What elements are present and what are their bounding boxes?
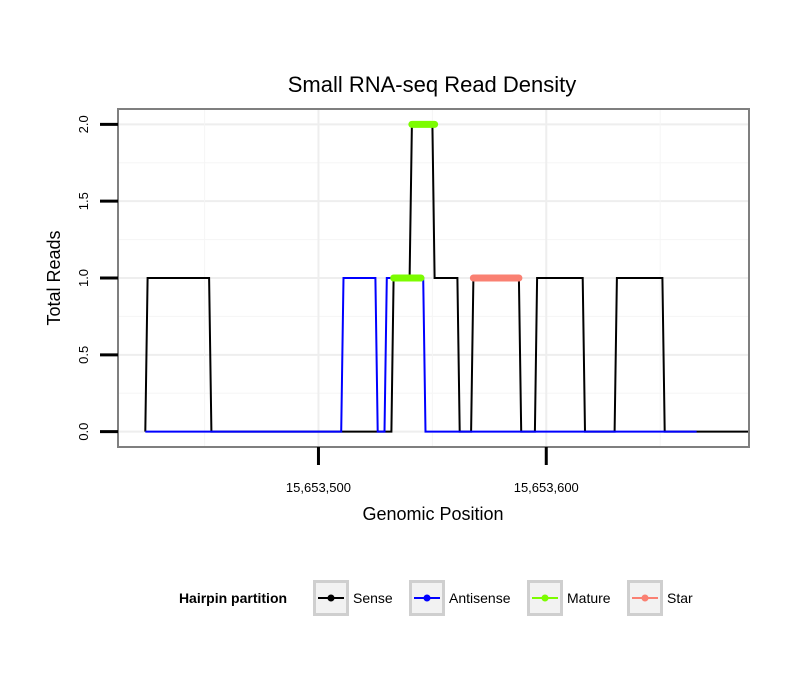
legend-key-mature-dot	[541, 594, 549, 602]
legend-label-star: Star	[667, 590, 693, 606]
y-tick-label: 0.5	[76, 346, 91, 364]
chart-title: Small RNA-seq Read Density	[288, 72, 577, 97]
y-tick-label: 0.0	[76, 423, 91, 441]
y-axis-title: Total Reads	[44, 230, 64, 325]
legend-title: Hairpin partition	[179, 590, 287, 606]
x-axis: 15,653,500 15,653,600	[286, 447, 579, 495]
y-tick-label: 2.0	[76, 115, 91, 133]
x-axis-title: Genomic Position	[362, 504, 503, 524]
legend-key-sense-dot	[327, 594, 335, 602]
legend-key-antisense-dot	[423, 594, 431, 602]
x-tick-label: 15,653,500	[286, 480, 351, 495]
legend: Hairpin partition Sense Antisense Mature Sta…	[179, 580, 693, 616]
y-axis: 0.0 0.5 1.0 1.5 2.0	[76, 115, 118, 441]
series-antisense-line	[145, 277, 697, 433]
data-marks	[144, 120, 749, 433]
legend-key-star-dot	[641, 594, 649, 602]
legend-label-sense: Sense	[353, 590, 393, 606]
legend-label-mature: Mature	[567, 590, 611, 606]
legend-label-antisense: Antisense	[449, 590, 511, 606]
x-tick-label: 15,653,600	[514, 480, 579, 495]
y-tick-label: 1.5	[76, 192, 91, 210]
y-tick-label: 1.0	[76, 269, 91, 287]
